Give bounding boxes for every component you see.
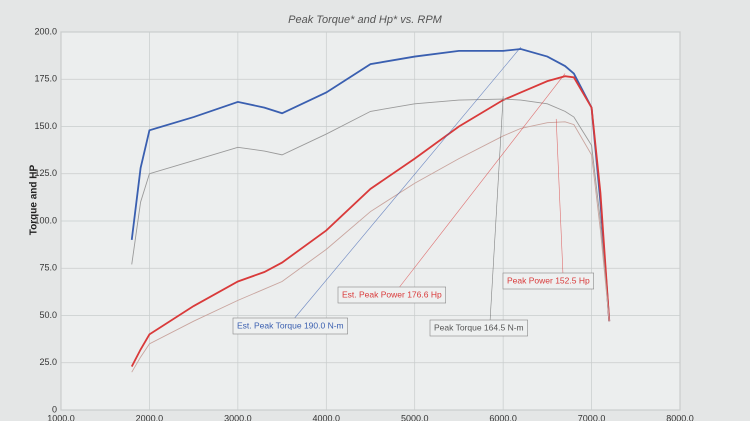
- y-tick-label: 100.0: [34, 215, 57, 225]
- y-tick-label: 50.0: [39, 310, 57, 320]
- y-tick-label: 150.0: [34, 121, 57, 131]
- x-tick-label: 8000.0: [666, 413, 694, 421]
- annotation-box: [429, 319, 528, 337]
- leader-line: [292, 46, 522, 321]
- leader-line: [489, 96, 504, 323]
- leader-line: [555, 118, 564, 276]
- x-tick-label: 3000.0: [224, 413, 252, 421]
- y-tick-label: 0: [52, 404, 57, 414]
- leader-line: [397, 73, 566, 290]
- chart-title: Peak Torque* and Hp* vs. RPM: [288, 14, 443, 26]
- annotation: Peak Torque 164.5 N-m: [434, 322, 524, 332]
- x-tick-label: 4000.0: [313, 413, 341, 421]
- series-line: [130, 48, 611, 322]
- y-tick-label: 125.0: [34, 168, 57, 178]
- x-tick-label: 7000.0: [578, 413, 606, 421]
- x-tick-label: 1000.0: [47, 413, 75, 421]
- annotation: Est. Peak Power 176.6 Hp: [342, 289, 442, 299]
- y-tick-label: 175.0: [34, 74, 57, 84]
- annotation-box: [502, 272, 595, 290]
- annotation-box: [337, 286, 447, 304]
- y-tick-label: 200.0: [34, 26, 57, 36]
- series-line: [131, 98, 610, 322]
- x-tick-label: 6000.0: [489, 413, 517, 421]
- y-tick-label: 75.0: [39, 263, 57, 273]
- annotation: Peak Power 152.5 Hp: [507, 275, 590, 285]
- annotation: Est. Peak Torque 190.0 N-m: [237, 320, 344, 330]
- annotation-box: [232, 317, 348, 335]
- y-axis-label: Torque and HP: [29, 164, 40, 235]
- x-tick-label: 2000.0: [136, 413, 164, 421]
- series-line: [130, 75, 611, 367]
- series-line: [131, 121, 610, 373]
- x-tick-label: 5000.0: [401, 413, 429, 421]
- y-tick-label: 25.0: [39, 357, 57, 367]
